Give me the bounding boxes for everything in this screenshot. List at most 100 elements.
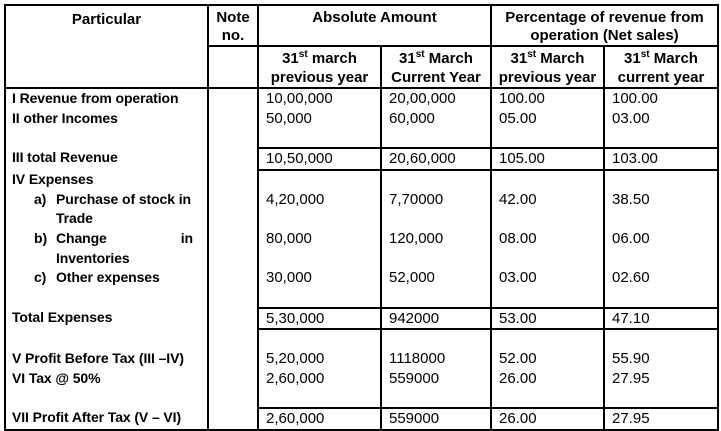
value-cell: 103.00	[604, 147, 719, 170]
value-cell: 100.00	[491, 88, 605, 109]
value-cell	[491, 168, 605, 190]
value-cell: 10,50,000	[258, 147, 382, 170]
value-cell: 05.00	[491, 108, 605, 129]
value-cell: 559000	[381, 407, 492, 430]
value-cell: 100.00	[604, 88, 719, 109]
value-cell: 30,000	[258, 268, 382, 289]
subheader-percentage-previous-year: 31st March previous year	[490, 45, 605, 89]
value-cell: 38.50	[604, 189, 719, 210]
row-label-cell: Total Expenses	[4, 307, 209, 330]
row-label-cell	[4, 329, 209, 350]
row-label-cell: III total Revenue	[4, 148, 209, 170]
value-cell	[491, 328, 605, 350]
row-label-cell: Inventories	[4, 248, 209, 269]
table-row	[4, 288, 719, 308]
subheader-percentage-current-year: 31st March current year	[603, 45, 719, 89]
value-cell	[381, 128, 492, 149]
table-row: c) Other expenses 30,000 52,000 03.00 02.60	[4, 268, 719, 289]
superscript-st: st	[415, 49, 425, 60]
value-cell	[258, 168, 382, 190]
value-cell: 559000	[381, 368, 492, 389]
value-cell: 42.00	[491, 189, 605, 210]
subheader-date: 31st March	[399, 49, 473, 68]
table-row	[4, 128, 719, 149]
subheader-absolute-current-year: 31st March Current Year	[380, 45, 492, 89]
value-cell: 27.95	[604, 368, 719, 389]
note-cell	[208, 349, 259, 369]
row-label-cell	[4, 288, 209, 308]
header-row-1: Particular Note no. Absolute Amount Perc…	[4, 4, 719, 89]
value-cell: 120,000	[381, 228, 492, 249]
value-cell: 80,000	[258, 228, 382, 249]
value-cell: 26.00	[491, 368, 605, 389]
table-row: Inventories	[4, 248, 719, 269]
superscript-st: st	[640, 49, 650, 60]
header-percentage-line1: Percentage of revenue from	[505, 9, 704, 26]
header-row-2: 31st march previous year 31st March Curr…	[5, 45, 719, 89]
subheader-year-label: previous year	[270, 69, 369, 86]
value-cell	[604, 388, 719, 409]
superscript-st: st	[298, 49, 308, 60]
subheader-date: 31st March	[510, 49, 585, 68]
list-marker: b)	[34, 229, 48, 246]
note-cell	[208, 408, 259, 430]
table-row	[4, 388, 719, 409]
value-cell: 27.95	[604, 407, 719, 430]
value-cell	[604, 248, 719, 269]
value-cell	[381, 209, 492, 229]
value-cell	[258, 328, 382, 350]
value-cell: 20,00,000	[381, 88, 492, 109]
table-row: III total Revenue 10,50,000 20,60,000 105.0…	[4, 147, 719, 170]
value-cell	[381, 248, 492, 269]
header-absolute-amount-label: Absolute Amount	[312, 9, 437, 26]
row-label: Other expenses	[56, 269, 160, 286]
value-cell: 7,70000	[381, 189, 492, 210]
value-cell: 47.10	[604, 306, 719, 330]
value-cell	[604, 328, 719, 350]
value-cell	[604, 168, 719, 190]
row-label-cell: Trade	[4, 209, 209, 229]
value-cell: 26.00	[491, 407, 605, 430]
row-label-cell	[4, 388, 209, 409]
header-percentage-line2: operation (Net sales)	[530, 27, 679, 44]
value-cell	[491, 248, 605, 269]
row-label-cell: II other Incomes	[4, 108, 209, 129]
value-cell: 52.00	[491, 349, 605, 369]
note-cell	[208, 209, 259, 229]
note-cell	[208, 368, 259, 389]
table-body: I Revenue from operation 10,00,000 20,00,0…	[4, 88, 719, 430]
value-cell: 20,60,000	[381, 147, 492, 170]
table-row: VII Profit After Tax (V – VI) 2,60,000 559…	[4, 407, 719, 430]
value-cell	[491, 288, 605, 308]
value-cell: 06.00	[604, 228, 719, 249]
note-cell	[208, 329, 259, 350]
document-page: Particular Note no. Absolute Amount Perc…	[4, 4, 719, 431]
value-cell: 5,20,000	[258, 349, 382, 369]
list-marker: c)	[34, 269, 47, 286]
subheader-date: 31st march	[282, 49, 357, 68]
row-label-cell	[4, 128, 209, 149]
note-cell	[208, 88, 259, 109]
value-cell: 08.00	[491, 228, 605, 249]
subheader-year-label: Current Year	[391, 69, 481, 86]
value-cell	[381, 288, 492, 308]
table-row: Trade	[4, 209, 719, 229]
header-note-empty-cell	[207, 45, 259, 89]
value-cell: 10,00,000	[258, 88, 382, 109]
value-cell: 5,30,000	[258, 306, 382, 330]
note-cell	[208, 268, 259, 289]
comparative-income-statement-table: Particular Note no. Absolute Amount Perc…	[4, 4, 719, 431]
value-cell	[381, 388, 492, 409]
table-row: VI Tax @ 50% 2,60,000 559000 26.00 27.95	[4, 368, 719, 389]
table-row: I Revenue from operation 10,00,000 20,00,0…	[4, 88, 719, 109]
value-cell	[258, 388, 382, 409]
header-particular: Particular	[4, 4, 209, 89]
value-cell: 2,60,000	[258, 407, 382, 430]
value-cell: 02.60	[604, 268, 719, 289]
row-label-cell: I Revenue from operation	[4, 88, 209, 109]
subheader-year-label: current year	[617, 69, 705, 86]
value-cell: 105.00	[491, 147, 605, 170]
row-label: Purchase of stock in	[56, 190, 191, 207]
row-label-justified-word: in	[180, 229, 193, 246]
subheader-date: 31st March	[624, 49, 698, 68]
